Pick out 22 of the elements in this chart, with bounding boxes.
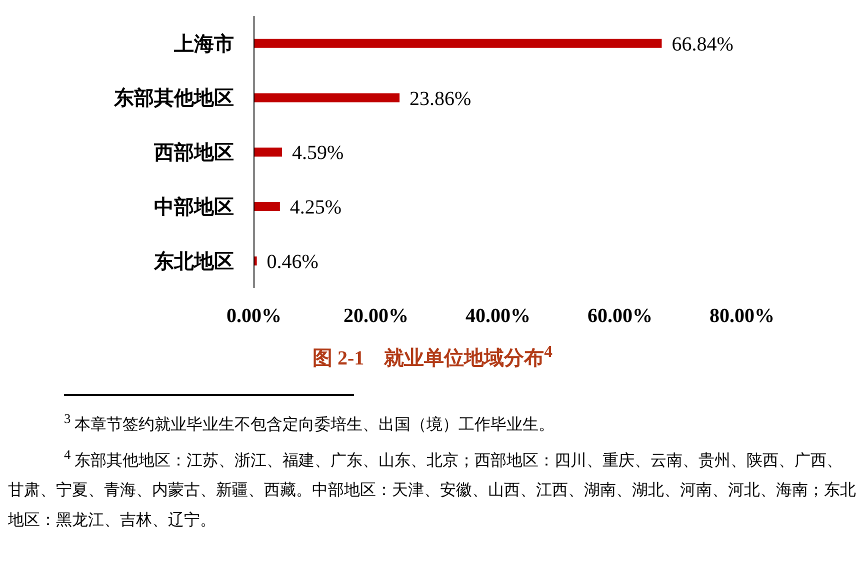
x-tick-label: 20.00% <box>344 305 408 328</box>
text: $^{4}$ 东部其他地区：江苏、浙江、福建、广东、山东、北京；西部地区：四川、重庆、云南、贵州、陕西、广西、甘肃、宁夏、青海、内蒙古、新疆、西藏。中部地区：天津、安徽、山西、江西、湖南、湖北、河南、河北、海南；东北地区：黑龙江、吉林、辽宁。 <box>8 446 857 532</box>
bar <box>254 148 282 157</box>
bar <box>254 38 662 48</box>
y-tick-label: 东部其他地区 <box>113 86 234 110</box>
bar <box>254 202 280 212</box>
x-tick-label: 0.00% <box>226 305 282 328</box>
y-tick-label: 东北地区 <box>153 250 234 273</box>
y-tick-label: 中部地区 <box>154 196 234 218</box>
y-tick-label: 上海市 <box>173 32 234 56</box>
x-tick-label: 60.00% <box>588 305 652 328</box>
data-label: 23.86% <box>410 88 472 110</box>
data-label: 66.84% <box>672 33 734 56</box>
text: $^{3}$ 本章节签约就业毕业生不包含定向委培生、出国（境）工作毕业生。 <box>63 410 556 435</box>
text: 图 2-1 就业单位地域分布$^{4}$ <box>312 342 554 372</box>
data-label: 4.25% <box>290 196 342 219</box>
bar <box>254 93 400 102</box>
x-tick-label: 80.00% <box>710 305 774 328</box>
data-label: 4.59% <box>292 142 344 164</box>
x-tick-label: 40.00% <box>466 305 530 328</box>
y-tick-label: 西部地区 <box>153 141 234 164</box>
data-label: 0.46% <box>266 251 318 274</box>
